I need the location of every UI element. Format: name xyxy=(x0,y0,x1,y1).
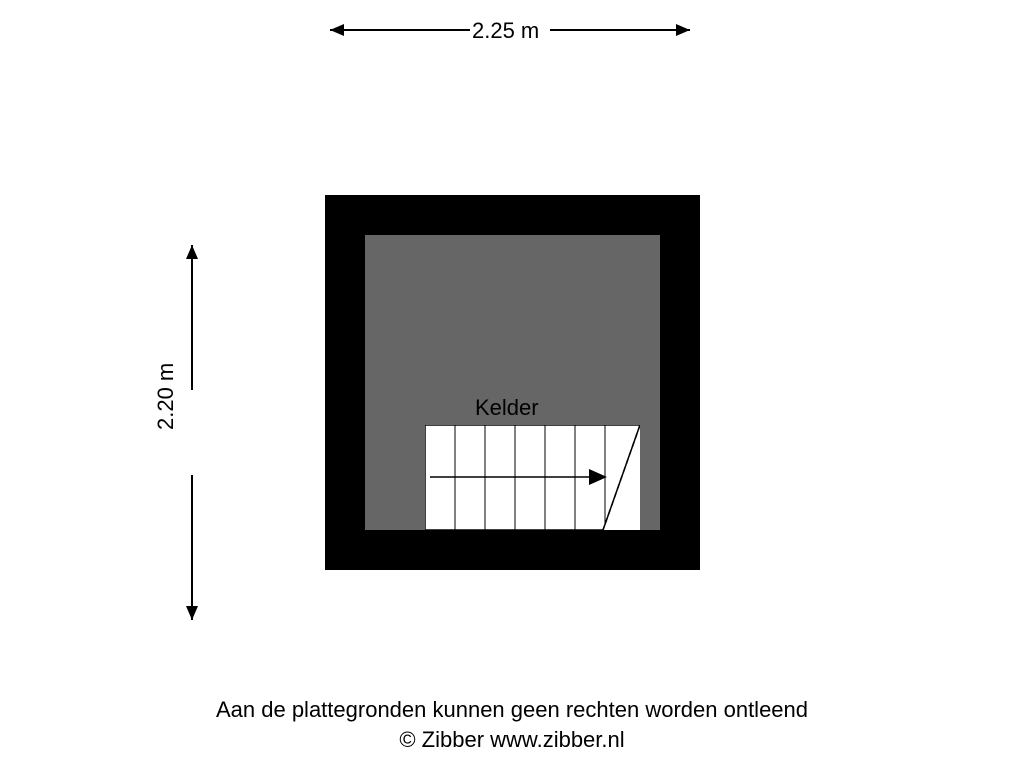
floorplan-canvas: 2.25 m 2.20 m Kelder xyxy=(0,0,1024,768)
footer-line-1: Aan de plattegronden kunnen geen rechten… xyxy=(0,695,1024,725)
dimension-left-line xyxy=(0,0,220,768)
stairs-svg xyxy=(425,425,640,530)
footer-line-2: © Zibber www.zibber.nl xyxy=(0,725,1024,755)
footer: Aan de plattegronden kunnen geen rechten… xyxy=(0,695,1024,754)
stairs xyxy=(425,425,640,530)
room-label: Kelder xyxy=(475,395,539,421)
